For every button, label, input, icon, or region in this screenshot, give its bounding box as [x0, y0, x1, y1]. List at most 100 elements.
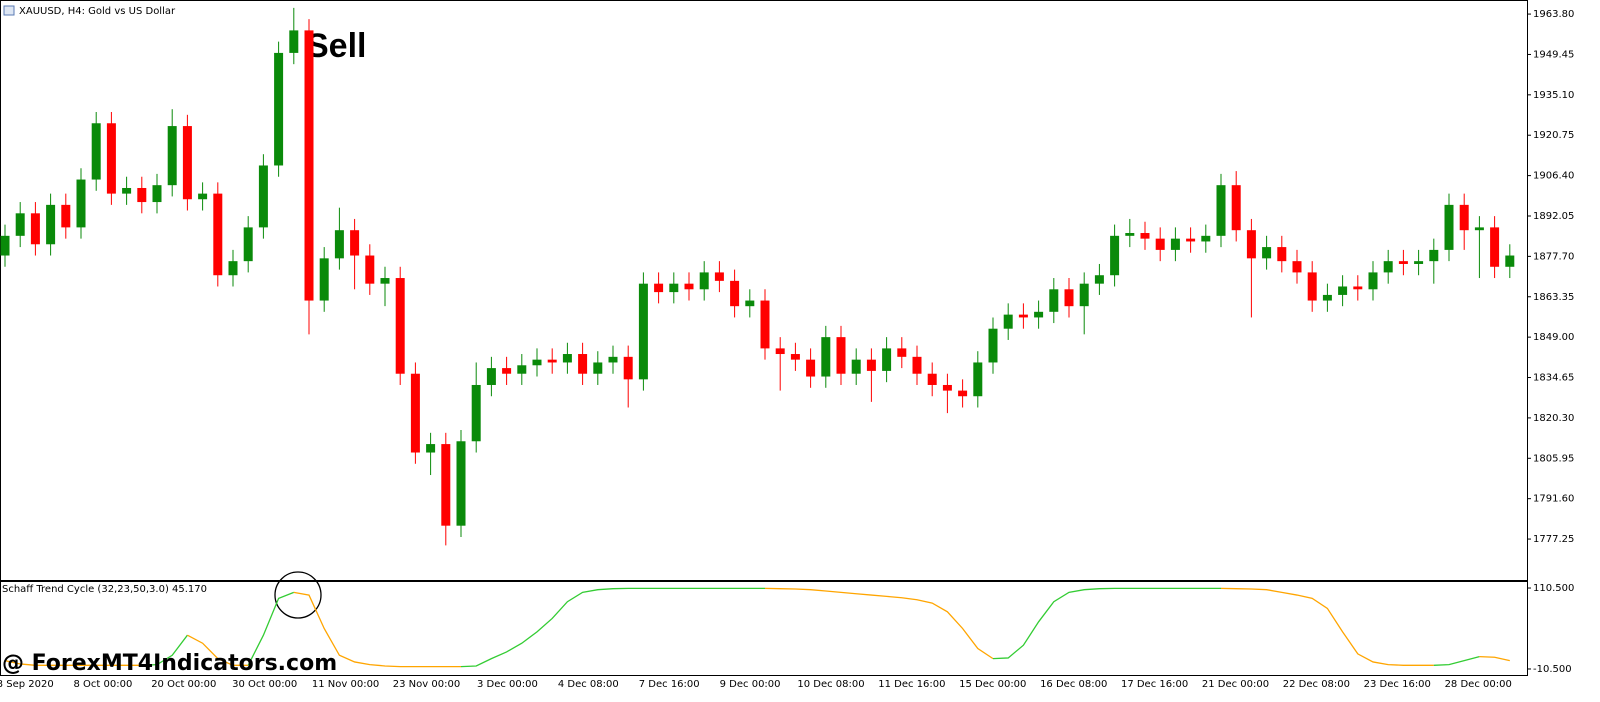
x-tick-label: 9 Dec 00:00 — [720, 679, 781, 690]
candle-body — [623, 356, 633, 380]
candle-body — [806, 359, 816, 377]
candle-body — [91, 123, 101, 180]
x-tick-label: 20 Oct 00:00 — [151, 679, 216, 690]
candle-body — [243, 227, 253, 262]
candle-body — [456, 441, 466, 526]
x-tick-label: 23 Dec 16:00 — [1364, 679, 1431, 690]
candle-body — [714, 272, 724, 281]
candle-body — [1155, 238, 1165, 250]
candle-body — [699, 272, 709, 290]
y-tick-label: 1777.25 — [1533, 534, 1574, 545]
indicator-line — [764, 587, 994, 660]
indicator-line — [4, 659, 142, 666]
candle-body — [988, 328, 998, 363]
candle-body — [410, 373, 420, 453]
indicator-line — [1220, 587, 1434, 666]
candle-body — [350, 230, 360, 256]
candle-body — [1292, 261, 1302, 273]
y-tick-label: 1920.75 — [1533, 130, 1574, 141]
candle-body — [836, 337, 846, 374]
candle-body — [1003, 314, 1013, 329]
candle-body — [380, 278, 390, 284]
x-tick-label: 22 Dec 08:00 — [1283, 679, 1350, 690]
candle-body — [1277, 247, 1287, 262]
candle-body — [973, 362, 983, 397]
indicator-line — [293, 591, 461, 668]
x-tick-label: 23 Nov 00:00 — [393, 679, 460, 690]
y-tick-label: -10.500 — [1533, 664, 1572, 675]
candle-body — [213, 193, 223, 276]
candle-body — [182, 126, 192, 200]
candle-body — [1216, 185, 1226, 236]
candle-body — [1383, 261, 1393, 273]
candle-body — [334, 230, 344, 259]
indicator-panel — [0, 581, 1528, 676]
candle-body — [821, 337, 831, 377]
y-tick-label: 1892.05 — [1533, 211, 1574, 222]
candle-body — [30, 213, 40, 245]
x-tick-label: 4 Dec 08:00 — [558, 679, 619, 690]
candle-body — [1064, 289, 1074, 307]
candle-body — [46, 204, 56, 245]
candle-body — [1079, 283, 1089, 307]
candle-body — [638, 283, 648, 380]
symbol-icon — [3, 5, 15, 16]
candle-body — [882, 348, 892, 371]
candle-body — [897, 348, 907, 357]
candle-body — [1322, 294, 1332, 301]
indicator-line — [1479, 655, 1510, 662]
x-tick-label: 7 Dec 16:00 — [639, 679, 700, 690]
candle-body — [1338, 286, 1348, 295]
y-tick-label: 1834.65 — [1533, 373, 1574, 384]
candle-body — [1018, 314, 1028, 318]
x-tick-label: 11 Nov 00:00 — [312, 679, 379, 690]
candle-body — [790, 354, 800, 360]
candle-body — [441, 444, 451, 526]
x-tick-label: 21 Dec 00:00 — [1202, 679, 1269, 690]
y-tick-label: 1906.40 — [1533, 171, 1574, 182]
candle-body — [1398, 261, 1408, 264]
candle-body — [228, 261, 238, 276]
candle-body — [1186, 238, 1196, 242]
x-tick-label: 10 Dec 08:00 — [797, 679, 864, 690]
candle-body — [0, 235, 10, 256]
candle-body — [289, 30, 299, 53]
x-tick-label: 3 Dec 00:00 — [477, 679, 538, 690]
y-tick-label: 1791.60 — [1533, 494, 1574, 505]
candle-body — [608, 356, 618, 363]
candle-body — [1444, 204, 1454, 250]
candle-body — [669, 283, 679, 293]
candle-body — [654, 283, 664, 293]
candle-body — [927, 373, 937, 385]
candle-body — [1034, 311, 1044, 318]
candle-body — [76, 179, 86, 228]
candle-body — [760, 300, 770, 349]
indicator-line — [247, 591, 295, 666]
candle-body — [1262, 247, 1272, 259]
indicator-title: Schaff Trend Cycle (32,23,50,3.0) 45.170 — [2, 584, 207, 595]
candle-body — [942, 384, 952, 391]
candle-body — [578, 354, 588, 374]
candle-body — [1094, 275, 1104, 284]
indicator-line — [992, 587, 1221, 660]
candle-body — [1429, 249, 1439, 262]
annotation: Sell — [306, 27, 366, 65]
candle-body — [152, 185, 162, 203]
candle-body — [486, 368, 496, 385]
indicator-line — [187, 634, 249, 666]
candle-body — [547, 359, 557, 363]
candle-body — [502, 368, 512, 374]
candle-body — [684, 283, 694, 290]
candle-body — [1125, 233, 1135, 236]
x-tick-label: 28 Sep 2020 — [0, 679, 54, 690]
candle-body — [1246, 230, 1256, 259]
y-tick-label: 1805.95 — [1533, 453, 1574, 464]
candle-body — [1368, 272, 1378, 290]
candle-body — [1505, 255, 1515, 267]
x-tick-label: 15 Dec 00:00 — [959, 679, 1026, 690]
candle-body — [593, 362, 603, 374]
y-tick-label: 1935.10 — [1533, 90, 1574, 101]
x-tick-label: 11 Dec 16:00 — [878, 679, 945, 690]
candle-body — [517, 365, 527, 374]
candle-body — [365, 255, 375, 284]
